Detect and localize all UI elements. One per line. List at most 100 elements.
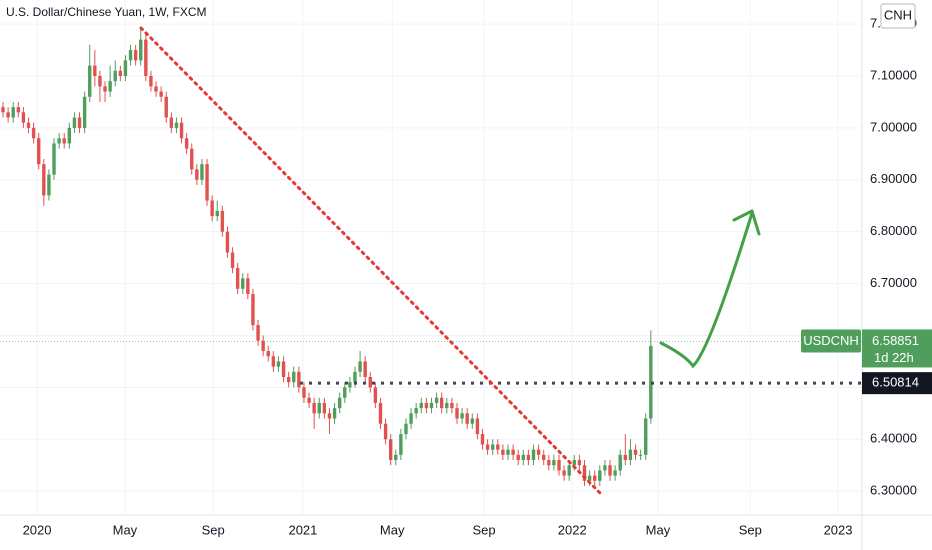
candle-body (332, 408, 337, 419)
candle-body (547, 460, 551, 466)
level-label: 6.50814 (872, 375, 919, 390)
y-tick-label: 6.40000 (870, 431, 917, 446)
candle-body (501, 449, 505, 455)
candle-body (292, 371, 296, 383)
candle-body (67, 127, 72, 144)
candle-body (21, 112, 26, 123)
candle-body (26, 122, 31, 128)
candle-body (133, 50, 138, 61)
x-tick-label: 2022 (558, 522, 587, 537)
candle-body (368, 376, 372, 388)
candle-body (439, 397, 444, 409)
candle-body (302, 387, 306, 398)
candle-body (649, 345, 653, 419)
y-tick-label: 6.30000 (870, 483, 917, 498)
candle-body (526, 454, 531, 461)
candle-body (190, 148, 194, 170)
candle-body (159, 91, 163, 97)
candle-body (82, 96, 87, 128)
y-tick-label: 7.00000 (870, 119, 917, 134)
candle-body (31, 127, 36, 139)
candle-body (1, 107, 5, 113)
candle-body (475, 418, 480, 435)
candle-body (460, 413, 464, 419)
candle-body (399, 434, 403, 455)
candle-body (363, 361, 367, 377)
candle-body (450, 402, 454, 409)
candle-body (434, 397, 439, 403)
last-price-label: 6.58851 (872, 333, 919, 348)
candle-body (62, 138, 66, 144)
candle-body (470, 418, 474, 424)
currency-box[interactable] (880, 3, 916, 29)
candle-body (358, 361, 362, 372)
candle-body (644, 418, 648, 455)
candle-body (480, 434, 485, 445)
candle-body (317, 402, 321, 414)
candle-body (378, 402, 383, 424)
candle-body (623, 454, 628, 461)
candle-body (455, 408, 459, 419)
candle-body (11, 107, 15, 118)
candle-body (307, 397, 311, 403)
candle-body (205, 164, 209, 201)
candle-body (511, 449, 515, 455)
candle-body (562, 470, 566, 476)
candle-body (445, 402, 449, 409)
candle-body (414, 408, 418, 414)
candle-body (139, 39, 143, 61)
candle-body (210, 200, 214, 217)
candle-body (429, 402, 434, 409)
candle-body (276, 361, 281, 367)
candle-body (149, 75, 153, 87)
x-tick-label: Sep (739, 522, 762, 537)
candle-body (343, 387, 347, 398)
candle-body (179, 122, 184, 139)
candle-body (37, 138, 41, 165)
candle-body (572, 460, 577, 466)
candle-body (424, 402, 429, 409)
candle-body (608, 465, 612, 476)
candle-body (6, 112, 10, 118)
candle-body (353, 371, 357, 383)
y-tick-label: 6.90000 (870, 171, 917, 186)
candle-body (98, 75, 102, 87)
candle-body (220, 210, 225, 232)
candle-body (598, 470, 602, 481)
x-tick-label: Sep (202, 522, 225, 537)
candle-body (633, 449, 638, 455)
candle-body (281, 361, 286, 377)
candle-body (496, 444, 500, 450)
candle-body (485, 444, 490, 450)
candle-body (297, 371, 301, 388)
arrow-head (732, 209, 761, 236)
x-tick-label: 2023 (824, 522, 853, 537)
candle-body (582, 465, 587, 481)
candle-body (312, 402, 316, 414)
candle-body (628, 449, 633, 461)
candle-body (215, 210, 219, 217)
candle-body (108, 81, 112, 92)
candle-body (577, 460, 582, 466)
currency-label[interactable]: CNH (884, 7, 912, 22)
x-tick-label: 2021 (288, 522, 317, 537)
y-tick-label: 7.10000 (870, 67, 917, 82)
candle-body (72, 117, 77, 128)
candle-body (552, 460, 556, 466)
candle-body (93, 65, 97, 76)
candle-body (164, 96, 168, 118)
candle-body (57, 138, 61, 144)
candle-body (373, 387, 378, 403)
candle-body (404, 423, 408, 435)
symbol-label: USDCNH (803, 333, 859, 348)
candle-body (516, 454, 520, 461)
candle-body (337, 397, 342, 409)
candle-body (465, 413, 469, 424)
candle-body (184, 138, 189, 149)
candle-body (394, 454, 398, 461)
candle-body (618, 454, 622, 471)
candle-body (246, 278, 250, 294)
x-tick-label: 2020 (23, 522, 52, 537)
candle-body (506, 449, 510, 455)
